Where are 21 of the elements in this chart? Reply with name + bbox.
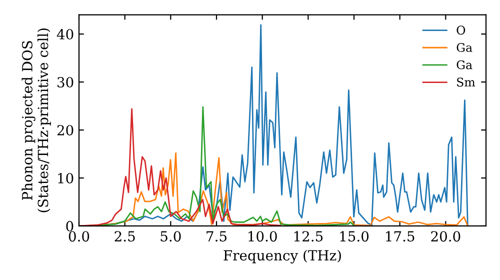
legend-label: Sm — [457, 78, 476, 87]
x-tick-label: 20.0 — [431, 231, 460, 242]
y-tick-label: 0 — [66, 220, 74, 232]
x-tick-label: 2.5 — [114, 231, 135, 242]
x-tick-label: 15.0 — [340, 231, 369, 242]
y-tick-label: 40 — [56, 29, 74, 40]
y-axis-title: Phonon projected DOS (States/THz·primitive cell) — [22, 28, 51, 212]
line-series — [79, 108, 282, 226]
x-tick-label: 17.5 — [386, 231, 414, 242]
x-tick-label: 12.5 — [294, 231, 323, 242]
y-tick-label: 30 — [58, 76, 74, 88]
legend-label: Ga — [456, 43, 472, 52]
y-tick-label: 20 — [57, 124, 74, 136]
x-tick-label: 7.5 — [206, 231, 226, 242]
legend-label: O — [456, 26, 466, 35]
x-axis-title: Frequency (THz) — [224, 250, 341, 264]
y-tick-label: 10 — [58, 172, 74, 184]
x-tick-label: 5.0 — [160, 231, 181, 242]
legend-label: Ga — [456, 60, 472, 70]
x-tick-label: 0.0 — [68, 231, 90, 242]
x-tick-label: 10.0 — [248, 231, 277, 242]
